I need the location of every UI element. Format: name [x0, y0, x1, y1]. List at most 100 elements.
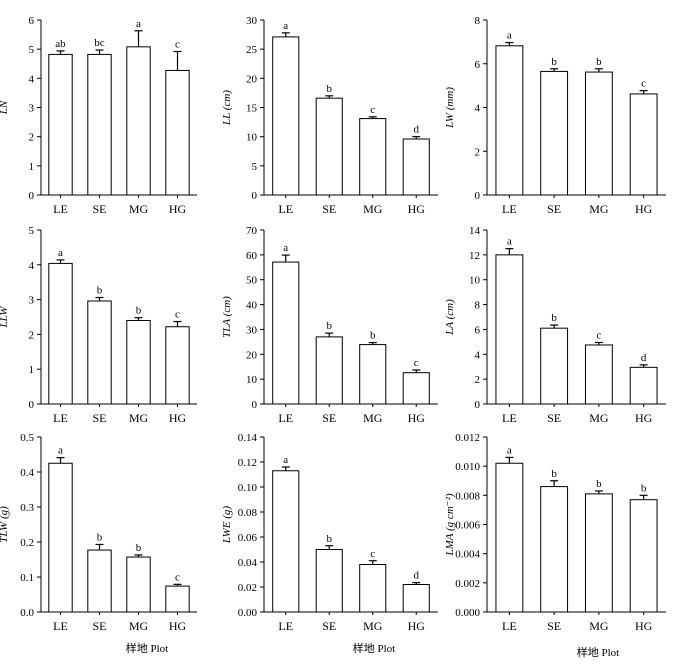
- y-tick-label: 0.000: [455, 607, 480, 619]
- bar: [359, 564, 387, 613]
- x-category-label: MG: [363, 619, 383, 633]
- y-tick-label: 0: [252, 190, 258, 202]
- x-axis-title-right: 样地 Plot: [577, 645, 619, 659]
- y-tick-label: 8: [475, 15, 481, 27]
- x-category-label: MG: [129, 411, 149, 425]
- y-tick-label: 60: [246, 250, 258, 262]
- y-tick-label: 4: [475, 103, 481, 115]
- bar: [629, 93, 658, 196]
- significance-letter: a: [507, 444, 512, 456]
- y-tick-label: 0.4: [20, 467, 34, 479]
- y-tick-label: 5: [29, 225, 35, 237]
- bar: [402, 372, 430, 405]
- bar: [272, 470, 300, 613]
- y-tick-label: 1: [29, 364, 35, 376]
- y-tick-label: 3: [29, 295, 35, 307]
- bar: [584, 493, 613, 613]
- bar: [165, 326, 190, 405]
- bar: [359, 118, 387, 196]
- bar: [315, 336, 343, 405]
- x-category-label: LE: [278, 619, 293, 633]
- bar: [126, 46, 151, 196]
- significance-letter: a: [283, 20, 288, 32]
- significance-letter: b: [551, 468, 557, 480]
- x-category-label: SE: [547, 619, 561, 633]
- significance-letter: b: [370, 330, 376, 342]
- y-axis-title: TLA (cm): [221, 296, 233, 338]
- significance-letter: b: [596, 478, 602, 490]
- bar: [540, 327, 569, 405]
- y-tick-label: 0.14: [238, 432, 258, 444]
- chart-panel-6: 0 2 4 6 8 10 12 14 LA (cm) a LE b SE c MG d HG: [444, 225, 666, 425]
- bar: [402, 138, 430, 196]
- y-axis-title: LN: [0, 100, 10, 115]
- y-tick-label: 0.00: [238, 607, 258, 619]
- x-category-label: HG: [169, 411, 187, 425]
- significance-letter: b: [327, 320, 333, 332]
- x-category-label: HG: [169, 619, 187, 633]
- y-tick-label: 0: [29, 399, 35, 411]
- y-tick-label: 14: [469, 225, 481, 237]
- y-tick-label: 70: [246, 225, 258, 237]
- significance-letter: b: [97, 531, 103, 543]
- y-tick-label: 0.5: [20, 432, 34, 444]
- y-tick-label: 6: [475, 59, 481, 71]
- significance-letter: a: [58, 445, 63, 457]
- significance-letter: a: [507, 236, 512, 248]
- x-category-label: LE: [278, 411, 293, 425]
- y-tick-label: 5: [252, 161, 258, 173]
- y-tick-label: 0.3: [20, 502, 34, 514]
- bar: [87, 549, 112, 613]
- x-axis-title-center: 样地 Plot: [353, 641, 395, 655]
- y-tick-label: 5: [29, 44, 35, 56]
- y-tick-label: 0.10: [238, 482, 258, 494]
- significance-letter: b: [641, 482, 647, 494]
- significance-letter: d: [641, 352, 647, 364]
- bar: [165, 69, 190, 196]
- y-tick-label: 0.0: [20, 607, 34, 619]
- bar: [629, 366, 658, 405]
- y-axis-title: LLW: [0, 306, 10, 329]
- x-category-label: LE: [53, 202, 68, 216]
- x-category-label: SE: [92, 619, 106, 633]
- y-tick-label: 4: [29, 260, 35, 272]
- significance-letter: c: [175, 39, 180, 51]
- y-tick-label: 0.04: [238, 557, 258, 569]
- y-tick-label: 12: [469, 250, 480, 262]
- y-tick-label: 30: [246, 15, 258, 27]
- bar: [48, 262, 73, 405]
- y-tick-label: 0.010: [455, 461, 480, 473]
- bar: [315, 97, 343, 196]
- bar: [495, 462, 524, 613]
- bar: [272, 261, 300, 405]
- y-axis-title: LWE (g): [221, 506, 233, 545]
- y-tick-label: 0.06: [238, 532, 258, 544]
- x-category-label: SE: [547, 202, 561, 216]
- y-tick-label: 40: [246, 300, 258, 312]
- bar: [629, 499, 658, 613]
- chart-panel-7: 0.0 0.1 0.2 0.3 0.4 0.5 TLW (g) a LE b SE b MG c HG: [0, 432, 197, 633]
- significance-letter: b: [97, 285, 103, 297]
- y-tick-label: 20: [246, 73, 258, 85]
- x-category-label: HG: [408, 202, 426, 216]
- bar: [126, 319, 151, 405]
- y-tick-label: 0: [475, 190, 481, 202]
- x-category-label: MG: [589, 202, 609, 216]
- y-tick-label: 10: [246, 132, 258, 144]
- y-tick-label: 2: [29, 132, 35, 144]
- y-tick-label: 0.08: [238, 507, 258, 519]
- significance-letter: ab: [55, 38, 66, 50]
- x-category-label: MG: [129, 202, 149, 216]
- chart-panel-5: 0 10 20 30 40 50 60 70 TLA (cm) a LE b SE b MG c HG: [221, 225, 438, 425]
- y-tick-label: 0: [252, 399, 258, 411]
- y-tick-label: 0.02: [238, 582, 257, 594]
- x-category-label: HG: [169, 202, 187, 216]
- significance-letter: b: [327, 83, 333, 95]
- x-category-label: MG: [589, 619, 609, 633]
- y-tick-label: 8: [475, 300, 481, 312]
- y-tick-label: 4: [475, 349, 481, 361]
- bar: [48, 462, 73, 613]
- bar: [272, 36, 300, 196]
- significance-letter: b: [136, 305, 142, 317]
